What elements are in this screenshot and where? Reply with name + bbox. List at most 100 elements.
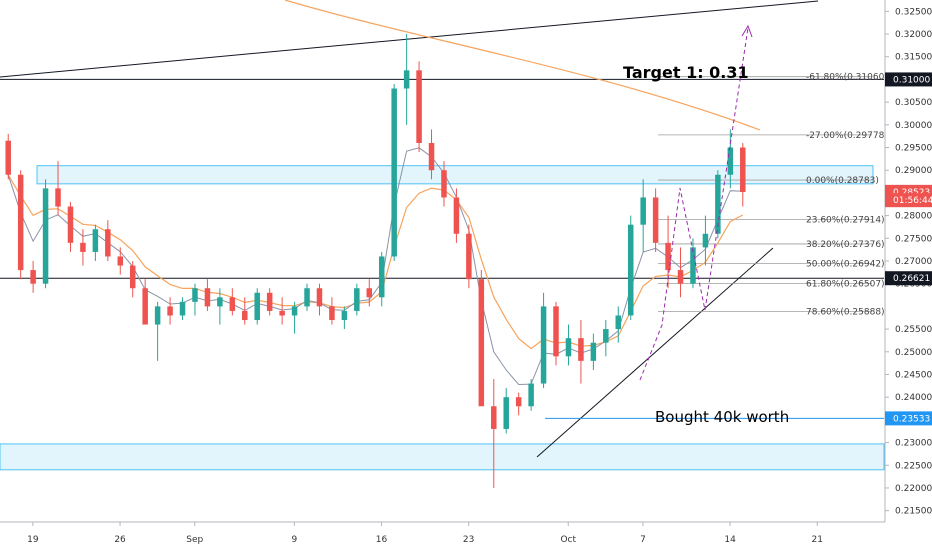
price-tick-label-8: 0.27500: [895, 234, 932, 244]
price-tag-4: [885, 411, 932, 426]
candle-body: [42, 188, 49, 284]
price-tag-label-4: 0.23533: [893, 414, 930, 424]
trend-lines: [0, 0, 884, 458]
projection-arrowhead: [741, 24, 753, 38]
candle-body: [652, 197, 659, 243]
time-tick-label-4: 16: [376, 535, 388, 545]
price-tick-label-17: 0.22000: [895, 484, 932, 494]
time-tick-label-0: 19: [27, 535, 39, 545]
candle-body: [565, 338, 572, 357]
candle-body: [503, 397, 509, 429]
candle-body: [366, 288, 373, 298]
fib-label-0: -61.80%(0.31060): [806, 73, 888, 83]
price-tag-label-0: 0.31000: [893, 75, 930, 85]
price-tick-label-12: 0.25000: [895, 348, 932, 358]
candle-body: [304, 288, 310, 307]
time-tick-label-7: 7: [640, 535, 646, 545]
candle-body: [677, 270, 684, 284]
resistance-zone: [36, 165, 874, 185]
candle-body: [17, 174, 24, 271]
candle-body: [67, 206, 74, 243]
candle-body: [266, 292, 273, 311]
candle-body: [665, 242, 671, 271]
candle-body: [154, 306, 161, 325]
ascending-trendline: [536, 247, 774, 458]
time-tick-label-2: Sep: [186, 535, 203, 545]
price-tick-label-7: 0.28000: [895, 212, 932, 222]
supply-demand-zones: [0, 165, 885, 471]
candle-body: [167, 306, 173, 316]
projection-arrows: [639, 24, 753, 381]
candle-body: [129, 265, 136, 289]
price-tick-label-3: 0.30500: [895, 98, 932, 108]
candle-body: [528, 383, 534, 407]
candle-body: [117, 256, 124, 266]
time-tick-label-5: 23: [463, 535, 474, 545]
price-tick-label-15: 0.23000: [895, 439, 932, 449]
price-tag-0: [885, 72, 932, 87]
candle-body: [329, 306, 335, 321]
fib-label-3: 23.60%(0.27914): [806, 216, 885, 226]
fib-label-2: 0.00%(0.28783): [806, 176, 879, 186]
time-axis-bg: [0, 522, 885, 550]
target-annotation: Target 1: 0.31: [623, 63, 749, 82]
price-tick-label-14: 0.24000: [895, 393, 932, 403]
ema-slow: [284, 0, 761, 131]
candlesticks: [5, 34, 746, 488]
time-tick-label-9: 21: [812, 535, 823, 545]
candle-body: [341, 310, 348, 321]
candle-body: [578, 338, 584, 361]
candle-body: [291, 306, 298, 316]
annotations: Target 1: 0.31 Bought 40k worth: [623, 63, 789, 426]
candle-body: [740, 147, 746, 193]
price-tick-label-4: 0.30000: [895, 121, 932, 131]
price-tag-label-1: 0.28523: [893, 188, 930, 198]
candle-body: [30, 270, 36, 284]
time-axis[interactable]: 19 26 Sep 9 16 23 Oct 7 14 21: [0, 521, 885, 550]
candle-body: [640, 197, 646, 225]
candle-body: [105, 229, 111, 257]
candle-body: [192, 288, 198, 302]
candle-body: [615, 315, 622, 330]
fibonacci-levels: -61.80%(0.31060) -27.00%(0.29778) 0.00%(0.…: [658, 73, 888, 317]
price-tick-label-1: 0.32000: [895, 30, 932, 40]
price-tick-label-18: 0.21500: [895, 507, 932, 517]
candle-body: [690, 247, 696, 284]
price-tick-label-2: 0.31500: [895, 53, 932, 63]
price-tick-label-9: 0.27000: [895, 257, 932, 267]
candle-body: [466, 233, 472, 280]
candle-body: [242, 310, 248, 321]
price-tick-label-16: 0.22500: [895, 461, 932, 471]
candle-body: [80, 242, 86, 252]
candle-body: [715, 174, 721, 234]
candle-body: [727, 147, 734, 175]
price-tag-label-3: 0.26621: [893, 274, 930, 284]
price-tag-2: [885, 193, 932, 208]
candle-body: [279, 310, 285, 316]
fib-label-4: 38.20%(0.27376): [806, 240, 885, 250]
candle-body: [5, 140, 11, 175]
candle-body: [553, 306, 559, 357]
candle-body: [441, 170, 447, 198]
bought-annotation: Bought 40k worth: [655, 408, 789, 426]
candle-body: [179, 301, 186, 316]
time-tick-label-8: 14: [724, 535, 736, 545]
candle-body: [204, 288, 211, 307]
time-tick-label-6: Oct: [560, 535, 576, 545]
price-tag-label-2: 01:56:44: [893, 196, 932, 206]
price-tick-label-5: 0.29500: [895, 144, 932, 154]
candle-body: [478, 279, 485, 407]
fib-label-7: 78.60%(0.25888): [806, 307, 885, 317]
support-zone: [0, 443, 885, 471]
price-tag-3: [885, 271, 932, 286]
price-tick-label-6: 0.29000: [895, 166, 932, 176]
candle-body: [92, 229, 99, 252]
fib-label-6: 61.80%(0.26507): [806, 279, 885, 289]
ema-fast: [7, 174, 744, 350]
candle-body: [491, 406, 497, 429]
time-tick-label-3: 9: [291, 535, 297, 545]
candle-body: [403, 70, 410, 89]
